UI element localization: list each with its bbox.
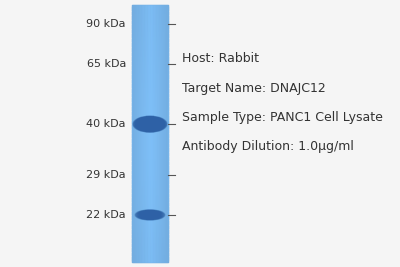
Ellipse shape [138,118,162,130]
Ellipse shape [140,211,160,219]
Ellipse shape [138,118,162,130]
Ellipse shape [138,211,162,219]
Ellipse shape [136,210,164,219]
Ellipse shape [138,211,162,219]
Text: 22 kDa: 22 kDa [86,210,126,220]
Text: 29 kDa: 29 kDa [86,170,126,180]
Ellipse shape [136,117,164,131]
Ellipse shape [136,117,164,131]
Ellipse shape [135,117,165,131]
Ellipse shape [135,210,165,220]
Ellipse shape [136,210,164,220]
Text: Antibody Dilution: 1.0μg/ml: Antibody Dilution: 1.0μg/ml [182,140,354,153]
Ellipse shape [133,116,167,132]
Ellipse shape [136,117,164,131]
Ellipse shape [136,210,164,220]
Ellipse shape [138,211,162,219]
Ellipse shape [137,117,163,131]
Ellipse shape [138,211,162,219]
Ellipse shape [137,210,163,219]
Ellipse shape [140,119,160,129]
Ellipse shape [135,210,165,220]
Ellipse shape [139,211,161,219]
Ellipse shape [134,117,166,132]
Ellipse shape [140,211,160,219]
Ellipse shape [138,118,162,130]
Ellipse shape [134,116,166,132]
Ellipse shape [134,116,166,132]
Ellipse shape [139,119,161,130]
Ellipse shape [137,118,163,131]
Text: 65 kDa: 65 kDa [87,59,126,69]
Ellipse shape [135,117,165,131]
Text: Sample Type: PANC1 Cell Lysate: Sample Type: PANC1 Cell Lysate [182,111,383,124]
Ellipse shape [140,119,160,130]
Ellipse shape [135,117,165,132]
Ellipse shape [133,116,167,132]
Ellipse shape [138,211,162,219]
Text: Target Name: DNAJC12: Target Name: DNAJC12 [182,82,326,95]
Ellipse shape [137,210,163,219]
Ellipse shape [138,118,162,130]
Text: Host: Rabbit: Host: Rabbit [182,52,259,65]
Text: 90 kDa: 90 kDa [86,19,126,29]
Ellipse shape [139,119,161,130]
Ellipse shape [136,210,164,220]
Text: 40 kDa: 40 kDa [86,119,126,129]
Ellipse shape [139,211,161,219]
